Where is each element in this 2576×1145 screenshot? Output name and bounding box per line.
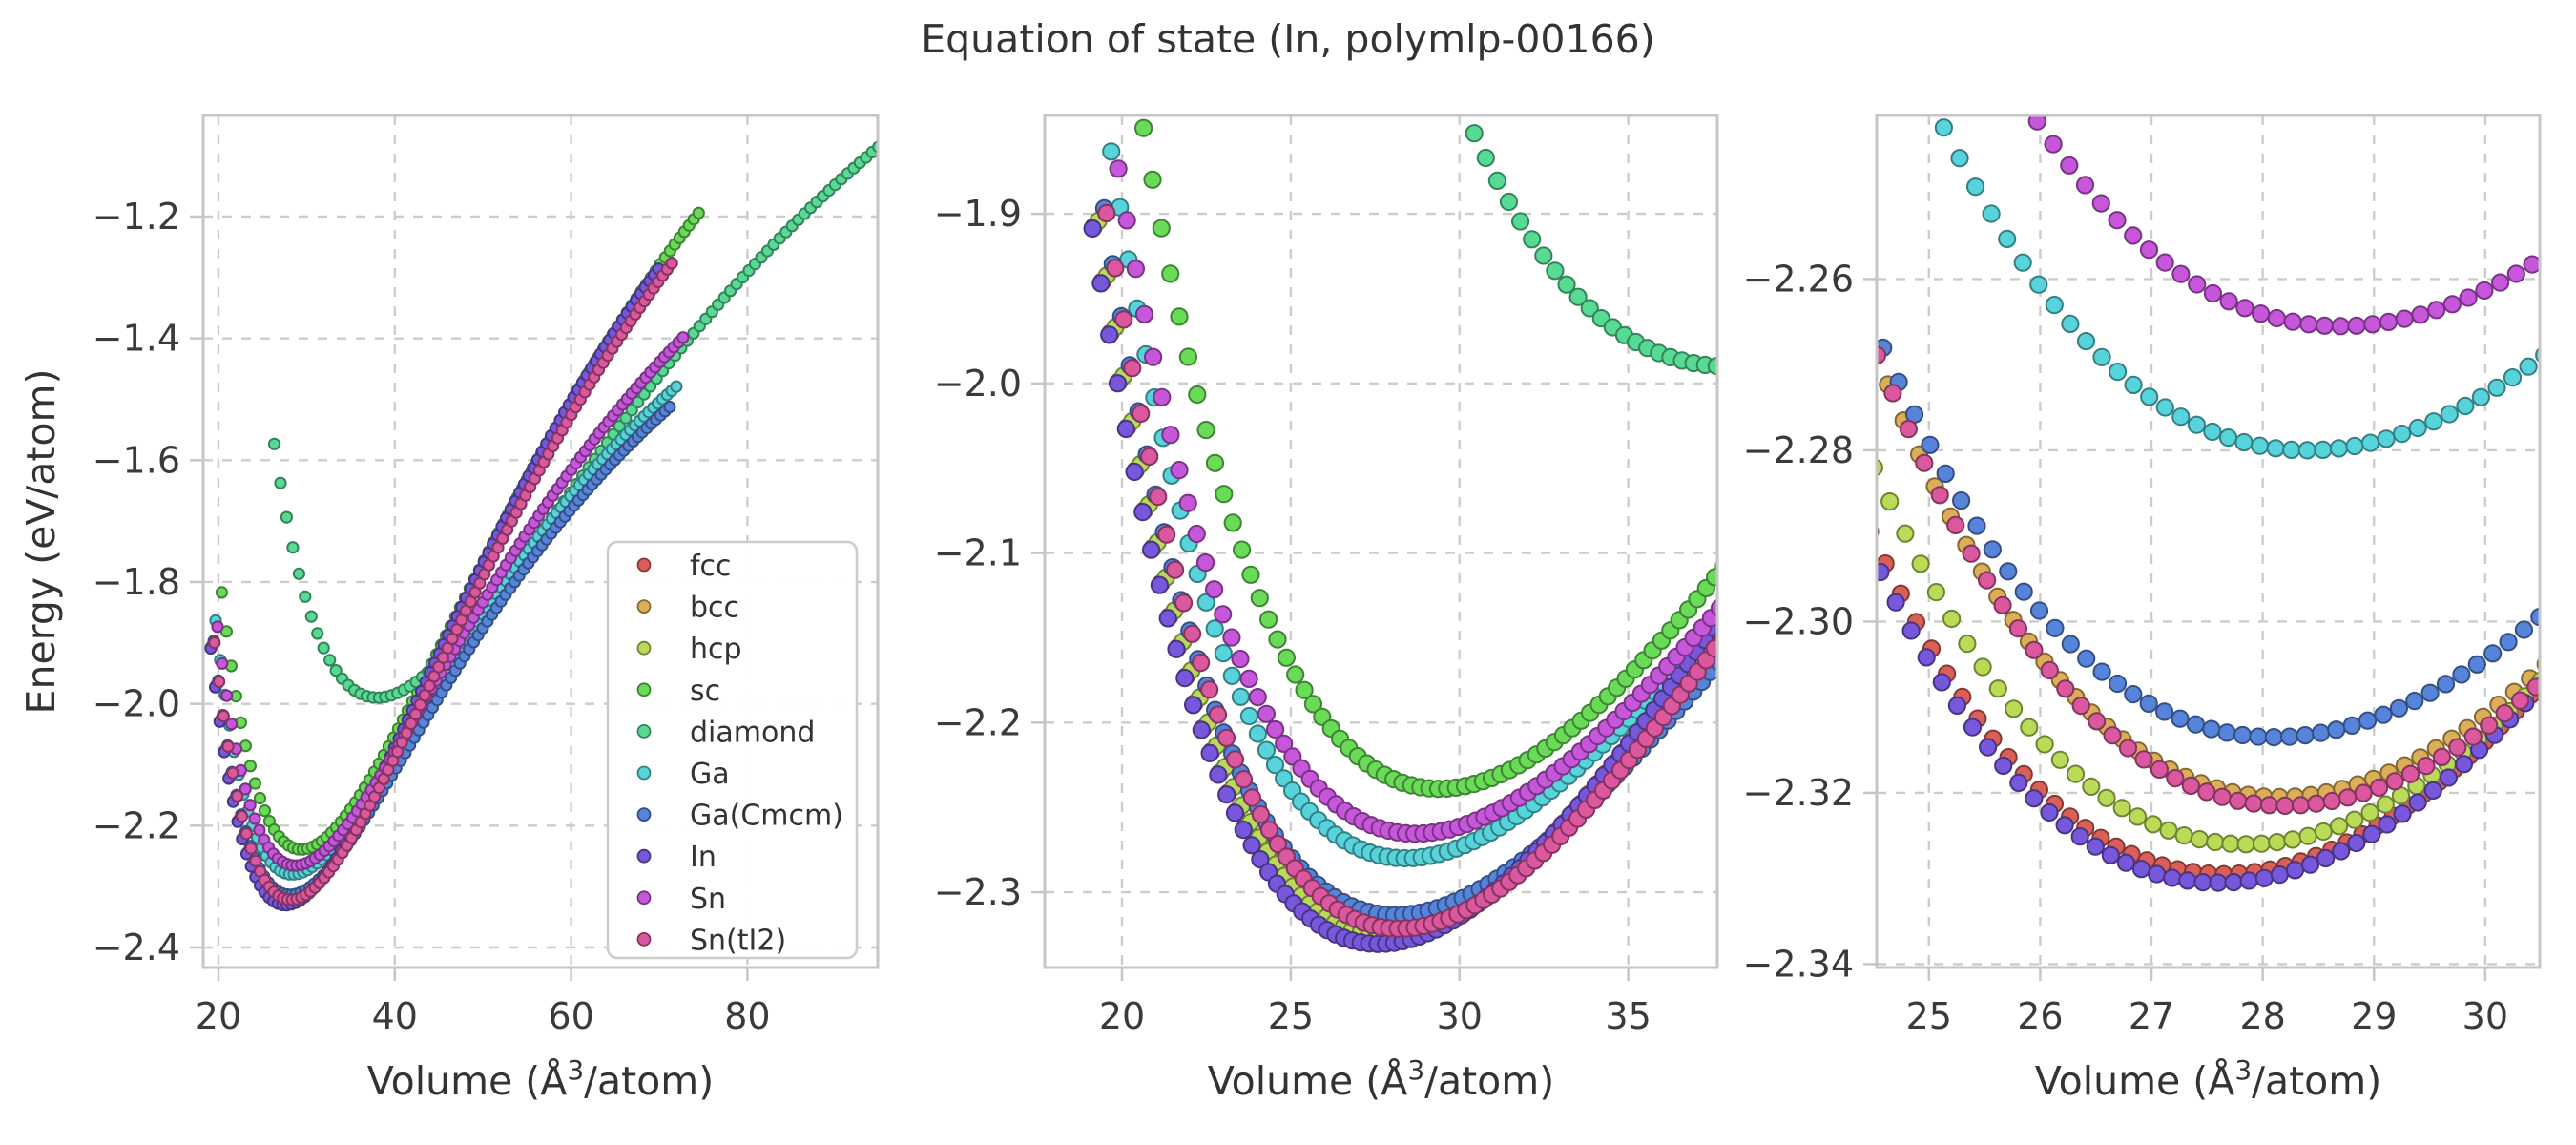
legend-item: Ga(Cmcm) xyxy=(636,800,843,833)
panel-3-ytick: −2.28 xyxy=(1743,429,1854,471)
panel-3-xlabel: Volume (Å3/atom) xyxy=(2035,1054,2381,1104)
panel-3-xtick: 28 xyxy=(2239,995,2285,1037)
panel-1-ytick: −2.4 xyxy=(93,926,180,968)
legend-marker-icon xyxy=(636,848,652,864)
panel-3-spines xyxy=(1875,114,2542,969)
panel-3-ytick: −2.34 xyxy=(1743,943,1854,985)
panel-3: 25 26 27 28 29 30 −2.26 −2.28 −2.30 −2.32 −2.34 Vol… xyxy=(1743,114,2542,1104)
panel-1-ytick: −1.6 xyxy=(93,439,180,481)
panel-1-xlabel: Volume (Å3/atom) xyxy=(367,1054,714,1104)
panel-3-xtick: 25 xyxy=(1906,995,1952,1037)
panel-1-xtick: 60 xyxy=(548,995,593,1037)
panel-1-points xyxy=(204,140,878,912)
panel-3-ytick: −2.26 xyxy=(1743,258,1854,300)
panel-2-points xyxy=(1083,115,1717,953)
legend-label: In xyxy=(690,841,717,874)
panel-2-xlabel: Volume (Å3/atom) xyxy=(1208,1054,1554,1104)
legend-marker-icon xyxy=(636,640,652,656)
legend-marker-icon xyxy=(636,682,652,697)
panel-2-xtick: 25 xyxy=(1268,995,1314,1037)
chart-title: Equation of state (In, polymlp-00166) xyxy=(921,16,1655,62)
legend: fcc bcc hcp sc diamond Ga Ga(Cmcm) In Sn Sn(tI2) xyxy=(606,540,859,960)
panel-1-y-axis: −1.2 −1.4 −1.6 −1.8 −2.0 −2.2 −2.4 xyxy=(93,196,203,968)
legend-marker-icon xyxy=(636,932,652,947)
panel-1-spines xyxy=(201,114,880,969)
panel-3-points xyxy=(1877,115,2540,892)
legend-item: hcp xyxy=(636,633,742,666)
legend-label: fcc xyxy=(690,550,732,583)
legend-item: fcc xyxy=(636,550,732,583)
legend-item: diamond xyxy=(636,716,815,749)
panel-1: 20 40 60 80 −1.2 −1.4 −1.6 −1.8 −2.0 −2.2 −2.4 Volu… xyxy=(18,114,880,1104)
panel-3-y-axis: −2.26 −2.28 −2.30 −2.32 −2.34 xyxy=(1743,258,1877,985)
panel-2-ytick: −2.3 xyxy=(934,871,1022,913)
panel-1-xtick: 20 xyxy=(196,995,241,1037)
panel-1-ytick: −1.4 xyxy=(93,318,180,360)
panel-2-x-axis: 20 25 30 35 xyxy=(1099,968,1652,1037)
panel-1-xtick: 80 xyxy=(724,995,770,1037)
panel-3-xtick: 30 xyxy=(2462,995,2508,1037)
legend-item: Sn(tI2) xyxy=(636,924,786,957)
legend-label: hcp xyxy=(690,633,742,666)
panel-3-xtick: 29 xyxy=(2351,995,2397,1037)
legend-label: Sn(tI2) xyxy=(690,924,786,957)
panel-2-ytick: −2.2 xyxy=(934,701,1022,743)
legend-marker-icon xyxy=(636,890,652,906)
legend-marker-icon xyxy=(636,557,652,572)
panel-2-xtick: 35 xyxy=(1605,995,1651,1037)
legend-item: Sn xyxy=(636,883,726,916)
panel-2-ytick: −1.9 xyxy=(934,193,1022,235)
legend-label: Ga xyxy=(690,758,730,791)
panel-2-grid xyxy=(1045,115,1717,968)
panel-2-xtick: 20 xyxy=(1099,995,1145,1037)
legend-item: Ga xyxy=(636,758,730,791)
legend-marker-icon xyxy=(636,807,652,822)
legend-marker-icon xyxy=(636,599,652,614)
panel-3-x-axis: 25 26 27 28 29 30 xyxy=(1906,968,2508,1037)
panel-3-ytick: −2.30 xyxy=(1743,600,1854,642)
legend-label: bcc xyxy=(690,592,739,625)
legend-item: sc xyxy=(636,675,720,708)
panel-2-xtick: 30 xyxy=(1437,995,1483,1037)
y-axis-label: Energy (eV/atom) xyxy=(18,369,64,715)
panel-3-xtick: 26 xyxy=(2017,995,2063,1037)
legend-marker-icon xyxy=(636,765,652,781)
panel-2-ytick: −2.0 xyxy=(934,363,1022,405)
legend-label: sc xyxy=(690,675,720,708)
legend-label: diamond xyxy=(690,716,815,749)
panel-2-spines xyxy=(1043,114,1719,969)
panel-1-ytick: −2.2 xyxy=(93,804,180,846)
panel-3-xtick: 27 xyxy=(2129,995,2174,1037)
panel-1-xtick: 40 xyxy=(372,995,418,1037)
legend-item: bcc xyxy=(636,592,739,625)
panel-2-ytick: −2.1 xyxy=(934,532,1022,574)
legend-label: Sn xyxy=(690,883,726,916)
panel-2-y-axis: −1.9 −2.0 −2.1 −2.2 −2.3 xyxy=(934,193,1045,913)
panel-2: 20 25 30 35 −1.9 −2.0 −2.1 −2.2 −2.3 Volume (Å3/a… xyxy=(934,114,1719,1104)
panel-3-ytick: −2.32 xyxy=(1743,772,1854,814)
panel-1-ytick: −2.0 xyxy=(93,683,180,725)
legend-marker-icon xyxy=(636,724,652,739)
panel-1-x-axis: 20 40 60 80 xyxy=(196,968,771,1037)
panel-1-ytick: −1.2 xyxy=(93,196,180,238)
legend-item: In xyxy=(636,841,717,874)
legend-label: Ga(Cmcm) xyxy=(690,800,843,833)
panel-1-ytick: −1.8 xyxy=(93,561,180,603)
